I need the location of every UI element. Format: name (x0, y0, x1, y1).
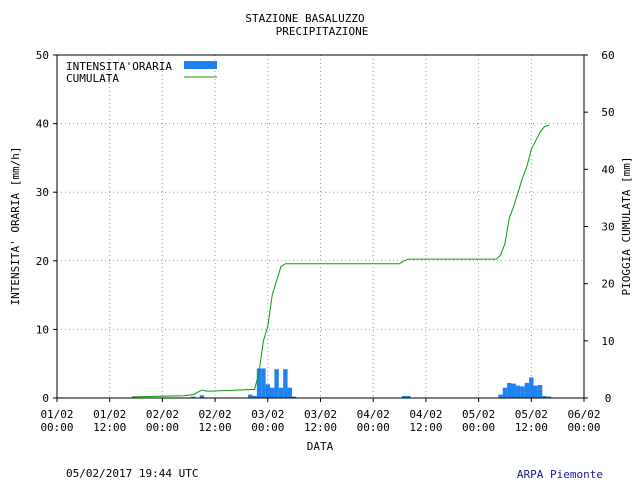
intensity-bar (287, 387, 292, 398)
y-tick-label-right: 30 (601, 221, 614, 234)
y-axis-right-label: PIOGGIA CUMULATA [mm] (620, 156, 633, 295)
x-tick-label-date: 01/02 (40, 408, 73, 421)
x-tick-label-date: 03/02 (304, 408, 337, 421)
intensity-bar (542, 395, 547, 398)
x-tick-label-time: 12:00 (199, 421, 232, 434)
update-timestamp: 05/02/2017 19:44 UTC (66, 467, 198, 480)
intensity-bars (190, 368, 552, 398)
cumulative-line (131, 124, 550, 398)
intensity-bar (261, 368, 266, 398)
intensity-bar (507, 382, 512, 398)
chart-title: STAZIONE BASALUZZO (245, 12, 364, 25)
intensity-bar (537, 384, 543, 398)
intensity-bar (511, 383, 516, 398)
intensity-bar (533, 385, 538, 398)
x-tick-label-date: 04/02 (357, 408, 390, 421)
legend-swatch-intensity (184, 61, 217, 69)
y-tick-label-right: 50 (601, 106, 614, 119)
y-tick-label-right: 40 (601, 163, 614, 176)
y-tick-label-left: 50 (36, 49, 49, 62)
intensity-bar (248, 394, 253, 398)
x-tick-label-date: 05/02 (515, 408, 548, 421)
intensity-bar (498, 394, 503, 398)
x-tick-label-date: 02/02 (199, 408, 232, 421)
x-tick-label-date: 05/02 (462, 408, 495, 421)
intensity-bar (278, 387, 284, 398)
axis-ticks: 01/0200:0001/0212:0002/0200:0002/0212:00… (36, 49, 615, 434)
intensity-bar (401, 395, 407, 398)
x-tick-label-date: 06/02 (567, 408, 600, 421)
y-tick-label-left: 30 (36, 186, 49, 199)
intensity-bar (502, 387, 508, 398)
x-tick-label-date: 04/02 (409, 408, 442, 421)
x-tick-label-time: 12:00 (304, 421, 337, 434)
x-tick-label-time: 00:00 (40, 421, 73, 434)
intensity-bar (190, 396, 196, 398)
intensity-bar (546, 396, 552, 398)
intensity-bar (515, 385, 521, 398)
y-tick-label-left: 40 (36, 118, 49, 131)
cumulative-series (131, 124, 550, 398)
y-tick-label-right: 10 (601, 335, 614, 348)
intensity-bar (524, 382, 530, 398)
intensity-bar (252, 395, 257, 398)
intensity-bar (283, 369, 288, 398)
x-tick-label-date: 03/02 (251, 408, 284, 421)
grid (57, 55, 584, 398)
x-tick-label-time: 00:00 (462, 421, 495, 434)
legend-label-cumulative: CUMULATA (66, 72, 119, 85)
y-tick-label-left: 20 (36, 255, 49, 268)
y-tick-label-right: 60 (601, 49, 614, 62)
x-axis-label: DATA (307, 440, 334, 453)
x-tick-label-date: 02/02 (146, 408, 179, 421)
plot-frame (56, 54, 585, 399)
x-tick-label-time: 12:00 (93, 421, 126, 434)
x-tick-label-time: 00:00 (567, 421, 600, 434)
x-tick-label-time: 12:00 (515, 421, 548, 434)
intensity-bar (256, 368, 262, 398)
y-axis-left-label: INTENSITA' ORARIA [mm/h] (9, 147, 22, 306)
x-tick-label-time: 00:00 (357, 421, 390, 434)
intensity-bar (291, 396, 297, 398)
intensity-bar (406, 395, 411, 398)
x-tick-label-date: 01/02 (93, 408, 126, 421)
legend-label-intensity: INTENSITA'ORARIA (66, 60, 172, 73)
intensity-bar (274, 369, 279, 398)
intensity-bar (529, 377, 534, 398)
chart-subtitle: PRECIPITAZIONE (276, 25, 369, 38)
intensity-bar (199, 395, 205, 398)
intensity-bar (269, 387, 275, 398)
y-tick-label-right: 20 (601, 278, 614, 291)
x-tick-label-time: 00:00 (146, 421, 179, 434)
legend: INTENSITA'ORARIA CUMULATA (66, 60, 217, 85)
y-tick-label-right: 0 (605, 392, 612, 405)
y-tick-label-left: 0 (42, 392, 49, 405)
x-tick-label-time: 00:00 (251, 421, 284, 434)
intensity-bar (520, 386, 525, 398)
y-tick-label-left: 10 (36, 323, 49, 336)
x-tick-label-time: 12:00 (409, 421, 442, 434)
intensity-bar (265, 384, 270, 398)
arpa-credit: ARPA Piemonte (517, 468, 603, 480)
